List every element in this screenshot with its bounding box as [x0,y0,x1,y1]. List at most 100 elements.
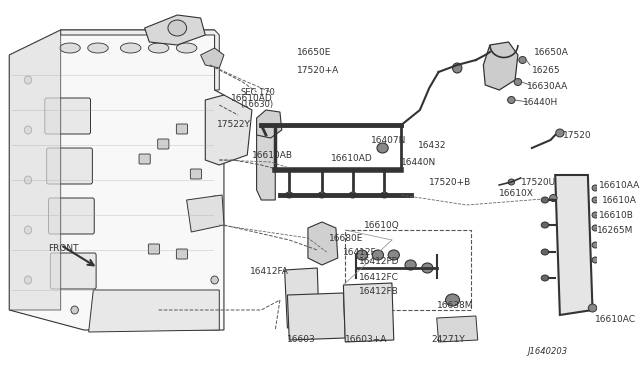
Text: 16603+A: 16603+A [345,336,388,344]
Text: 17522Y: 17522Y [216,119,250,128]
Ellipse shape [377,143,388,153]
Polygon shape [556,175,593,315]
Polygon shape [61,30,220,90]
Ellipse shape [24,226,32,234]
Polygon shape [483,42,518,90]
Polygon shape [10,30,224,330]
Ellipse shape [388,250,399,260]
Ellipse shape [556,129,564,137]
FancyBboxPatch shape [177,249,188,259]
Text: FRONT: FRONT [49,244,79,253]
Text: 16603: 16603 [287,336,316,344]
Text: 16630AA: 16630AA [527,81,568,90]
Ellipse shape [372,250,383,260]
Ellipse shape [541,249,548,255]
Ellipse shape [541,222,548,228]
Ellipse shape [592,185,598,191]
Ellipse shape [349,192,356,198]
Ellipse shape [71,306,78,314]
Text: 16610AD: 16610AD [332,154,373,163]
Ellipse shape [120,43,141,53]
Ellipse shape [127,306,134,314]
Ellipse shape [148,43,169,53]
Ellipse shape [88,43,108,53]
Polygon shape [145,15,205,45]
Ellipse shape [550,195,557,202]
Ellipse shape [318,192,326,198]
Text: 16610A: 16610A [602,196,637,205]
Ellipse shape [592,225,598,231]
Polygon shape [436,316,478,342]
Text: 16407N: 16407N [371,135,407,144]
Text: 16412FB: 16412FB [359,288,399,296]
FancyBboxPatch shape [47,148,92,184]
Text: 16412FC: 16412FC [359,273,399,282]
Text: 16610AD: 16610AD [230,93,272,103]
Text: 16265M: 16265M [597,225,634,234]
Bar [345,230,471,310]
Ellipse shape [541,197,548,203]
Ellipse shape [24,76,32,84]
Ellipse shape [592,197,598,203]
Text: 16440N: 16440N [401,157,436,167]
Polygon shape [285,268,319,328]
Ellipse shape [211,116,218,124]
Ellipse shape [508,179,515,185]
Text: SEC.170: SEC.170 [241,87,276,96]
FancyBboxPatch shape [190,169,202,179]
FancyBboxPatch shape [49,198,94,234]
Polygon shape [200,48,224,68]
Text: 16265: 16265 [532,65,561,74]
Ellipse shape [541,275,548,281]
Text: 16412FA: 16412FA [250,267,289,276]
Text: 16412F: 16412F [344,247,377,257]
Ellipse shape [445,294,460,306]
FancyBboxPatch shape [51,253,96,289]
Ellipse shape [285,192,293,198]
Polygon shape [10,30,61,310]
Ellipse shape [588,304,596,312]
Text: 16650E: 16650E [297,48,331,57]
Ellipse shape [60,43,80,53]
Ellipse shape [422,263,433,273]
Text: 16440H: 16440H [522,97,558,106]
Text: 17520: 17520 [563,131,591,140]
Ellipse shape [24,276,32,284]
Polygon shape [89,290,220,332]
Polygon shape [187,195,224,232]
FancyBboxPatch shape [45,98,90,134]
Text: 16610AB: 16610AB [252,151,293,160]
Text: J1640203: J1640203 [527,347,567,356]
Ellipse shape [405,260,416,270]
Polygon shape [287,293,345,340]
FancyBboxPatch shape [148,244,159,254]
Polygon shape [257,120,275,200]
Text: (16630): (16630) [241,99,274,109]
Text: 17520+A: 17520+A [297,65,339,74]
Text: 16610AC: 16610AC [595,315,636,324]
Ellipse shape [452,63,462,73]
Ellipse shape [173,306,181,314]
Ellipse shape [514,78,522,86]
Ellipse shape [381,192,388,198]
Ellipse shape [168,20,187,36]
Ellipse shape [592,242,598,248]
Ellipse shape [508,96,515,103]
Text: 16680E: 16680E [328,234,363,243]
Ellipse shape [592,257,598,263]
Ellipse shape [211,276,218,284]
Text: 16638M: 16638M [436,301,473,310]
Polygon shape [344,283,394,342]
FancyBboxPatch shape [157,139,169,149]
Ellipse shape [592,212,598,218]
Ellipse shape [211,196,218,204]
Polygon shape [257,110,282,138]
Text: 16650A: 16650A [534,48,568,57]
Text: 16432: 16432 [418,141,447,150]
Text: 16610X: 16610X [499,189,534,198]
Text: 16412FD: 16412FD [359,257,400,266]
Ellipse shape [177,43,197,53]
Text: 16610B: 16610B [599,211,634,219]
Text: 16610AA: 16610AA [599,180,640,189]
Text: 24271Y: 24271Y [431,336,465,344]
